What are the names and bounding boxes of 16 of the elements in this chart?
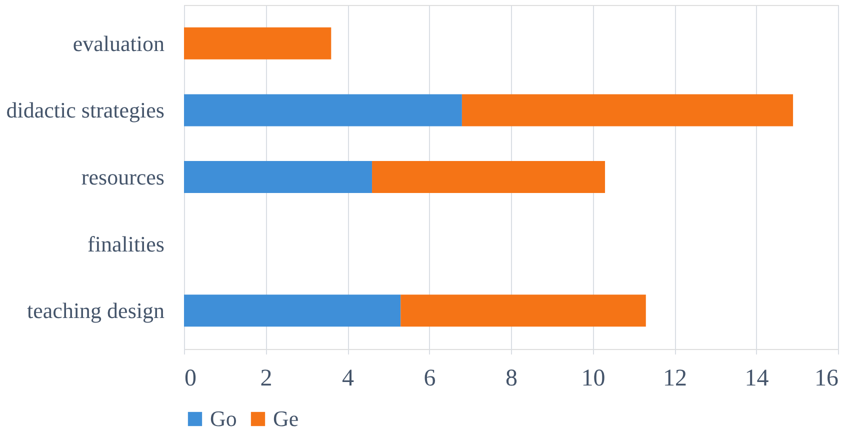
x-tick-label: 2	[260, 366, 272, 392]
x-tick-label: 8	[506, 366, 518, 392]
legend-label: Ge	[273, 406, 299, 431]
x-tick-label: 4	[342, 366, 354, 392]
x-tick-label: 0	[184, 366, 196, 392]
x-tick-label: 6	[424, 366, 436, 392]
x-tick-label: 14	[744, 366, 769, 392]
y-tick-label: teaching design	[27, 298, 164, 324]
y-tick-label: resources	[81, 164, 164, 190]
x-tick-label: 10	[581, 366, 606, 392]
legend-label: Go	[210, 406, 237, 431]
y-tick-label: evaluation	[72, 30, 164, 56]
y-tick-label: finalities	[88, 231, 164, 256]
x-tick-label: 12	[663, 366, 687, 392]
y-tick-label: didactic strategies	[6, 98, 164, 123]
x-tick-label: 16	[814, 366, 838, 392]
